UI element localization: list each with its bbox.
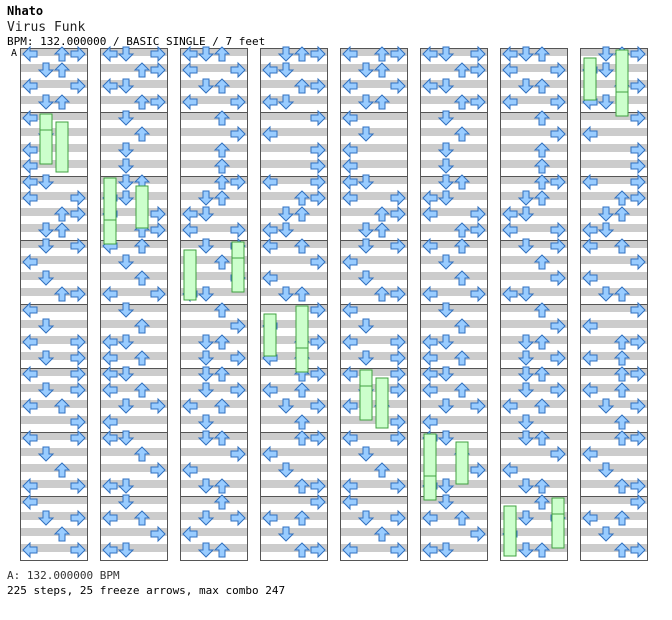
stripe — [260, 464, 328, 472]
stripe — [260, 528, 328, 536]
stripe — [500, 112, 568, 120]
stripe — [500, 480, 568, 488]
freeze-arrow — [264, 314, 276, 356]
freeze-arrow — [136, 186, 148, 228]
stripe — [180, 368, 248, 376]
stripe — [100, 320, 168, 328]
stripe — [260, 208, 328, 216]
freeze-arrow — [296, 306, 308, 348]
stripe — [580, 464, 648, 472]
stripe — [180, 480, 248, 488]
stripe — [180, 160, 248, 168]
stripe — [20, 272, 88, 280]
stripe — [260, 288, 328, 296]
stripe — [340, 528, 408, 536]
stripe — [500, 368, 568, 376]
stripe — [100, 112, 168, 120]
stripe — [100, 496, 168, 504]
stripe — [500, 144, 568, 152]
freeze-arrow — [56, 122, 68, 172]
freeze-arrow — [456, 442, 468, 484]
stripe — [100, 128, 168, 136]
stripe — [100, 160, 168, 168]
stripe — [340, 128, 408, 136]
stripe — [340, 464, 408, 472]
bpm-legend: A: 132.000000 BPM — [7, 569, 120, 582]
stripe — [180, 432, 248, 440]
stripe — [180, 496, 248, 504]
stripe — [420, 128, 488, 136]
stripe — [500, 304, 568, 312]
freeze-arrow — [376, 378, 388, 428]
stripe — [340, 96, 408, 104]
stripe — [500, 416, 568, 424]
stripe — [500, 256, 568, 264]
freeze-arrow — [360, 386, 372, 420]
stripe — [340, 448, 408, 456]
stripe — [180, 304, 248, 312]
stripe — [420, 176, 488, 184]
stripe — [340, 320, 408, 328]
stripe — [20, 128, 88, 136]
stripe — [20, 528, 88, 536]
stripe — [420, 160, 488, 168]
stripe — [180, 544, 248, 552]
stripe — [100, 304, 168, 312]
stripe — [500, 160, 568, 168]
stripe — [260, 416, 328, 424]
freeze-arrow — [552, 514, 564, 548]
freeze-arrow — [584, 58, 596, 100]
stripe — [180, 416, 248, 424]
stripe — [180, 336, 248, 344]
stripe — [20, 224, 88, 232]
stripe — [420, 272, 488, 280]
stripe — [580, 528, 648, 536]
freeze-arrow — [184, 250, 196, 300]
stripe — [580, 288, 648, 296]
stripe — [340, 64, 408, 72]
stripe — [580, 208, 648, 216]
chart-summary: 225 steps, 25 freeze arrows, max combo 2… — [7, 584, 285, 597]
freeze-arrow — [504, 506, 516, 556]
stripe — [340, 272, 408, 280]
freeze-arrow — [616, 50, 628, 92]
stripe — [420, 144, 488, 152]
stripe — [420, 320, 488, 328]
stripe — [100, 448, 168, 456]
stripe — [500, 192, 568, 200]
stripe — [580, 416, 648, 424]
stripe — [180, 112, 248, 120]
stripe — [180, 80, 248, 88]
step-chart — [0, 0, 672, 620]
stripe — [20, 64, 88, 72]
stripe — [340, 224, 408, 232]
stripe — [100, 256, 168, 264]
freeze-arrow — [232, 258, 244, 292]
stripe — [420, 304, 488, 312]
stripe — [500, 80, 568, 88]
freeze-arrow — [104, 178, 116, 220]
stripe — [420, 256, 488, 264]
stripe — [500, 336, 568, 344]
stripe — [20, 448, 88, 456]
stripe — [100, 144, 168, 152]
stripe — [180, 192, 248, 200]
freeze-arrow — [40, 130, 52, 164]
stripe — [100, 272, 168, 280]
stripe — [20, 96, 88, 104]
freeze-arrow — [424, 434, 436, 476]
stripe — [180, 144, 248, 152]
stripe — [20, 320, 88, 328]
stripe — [20, 464, 88, 472]
stripe — [500, 432, 568, 440]
stripe — [420, 112, 488, 120]
